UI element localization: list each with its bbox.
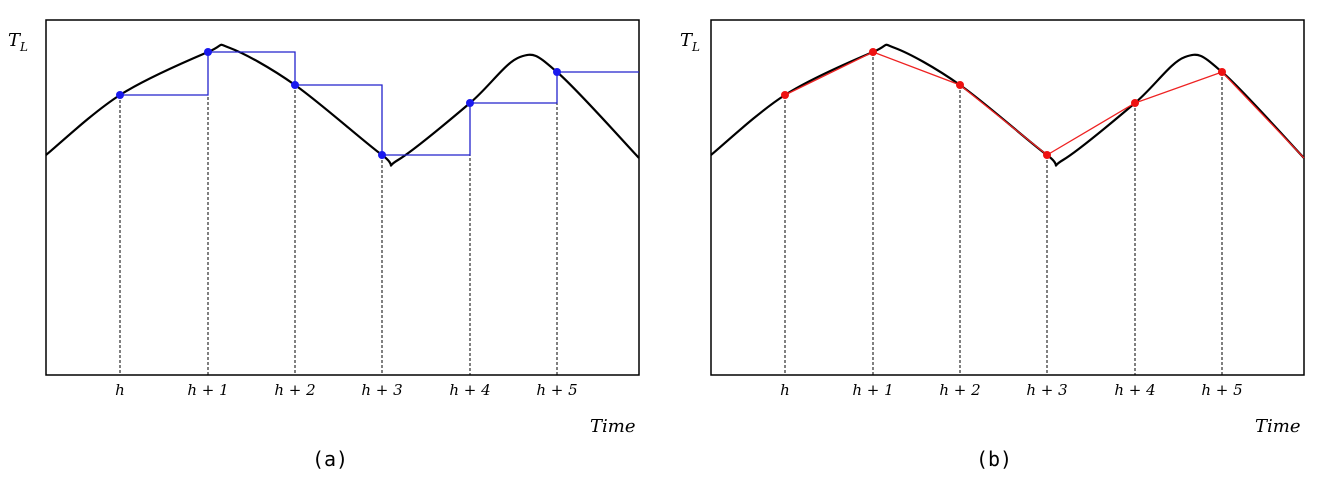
sample-point (466, 99, 474, 107)
sample-point (116, 91, 124, 99)
panel-b-true-curve (710, 43, 1305, 167)
sample-point (378, 151, 386, 159)
sample-point (869, 48, 877, 56)
panel-b-frame (710, 19, 1305, 376)
panel-b-guides (784, 52, 1223, 375)
tick-label: h + 3 (361, 381, 402, 399)
sample-point (1218, 68, 1226, 76)
panel-b-caption: (b) (976, 447, 1012, 471)
panel-b-xlabel: Time (1255, 416, 1300, 437)
panel-a-step-approximation (120, 51, 639, 156)
panel-b-ylabel: TL (680, 30, 700, 54)
panel-b-ticks: h h + 1 h + 2 h + 3 h + 4 h + 5 (780, 381, 1242, 399)
tick-label: h + 2 (274, 381, 315, 399)
sample-point (553, 68, 561, 76)
panel-a-xlabel: Time (590, 416, 635, 437)
tick-label: h + 5 (536, 381, 577, 399)
panel-b-linear-interpolation (784, 51, 1305, 159)
tick-label: h + 4 (449, 381, 490, 399)
tick-label: h + 2 (939, 381, 980, 399)
panel-b-sample-points (781, 48, 1226, 159)
panel-a-ylabel: TL (8, 30, 28, 54)
sample-point (956, 81, 964, 89)
sample-point (291, 81, 299, 89)
tick-label: h + 4 (1114, 381, 1155, 399)
panel-a-true-curve (45, 43, 640, 167)
sample-point (1043, 151, 1051, 159)
sample-point (781, 91, 789, 99)
tick-label: h (115, 381, 125, 399)
tick-label: h + 1 (852, 381, 893, 399)
panel-b: TL Time (b) h h + 1 h + 2 h + 3 h + 4 h + 5 (680, 19, 1305, 471)
panel-a-frame (45, 19, 640, 376)
tick-label: h + 5 (1201, 381, 1242, 399)
sample-point (204, 48, 212, 56)
sample-point (1131, 99, 1139, 107)
panel-a: TL Time (a) h h + 1 h + 2 h + 3 h + 4 h + 5 (8, 19, 640, 471)
tick-label: h + 3 (1026, 381, 1067, 399)
tick-label: h + 1 (187, 381, 228, 399)
panel-a-ticks: h h + 1 h + 2 h + 3 h + 4 h + 5 (115, 381, 577, 399)
panel-a-caption: (a) (312, 447, 348, 471)
panel-a-guides (119, 52, 558, 375)
panel-a-sample-points (116, 48, 561, 159)
tick-label: h (780, 381, 790, 399)
